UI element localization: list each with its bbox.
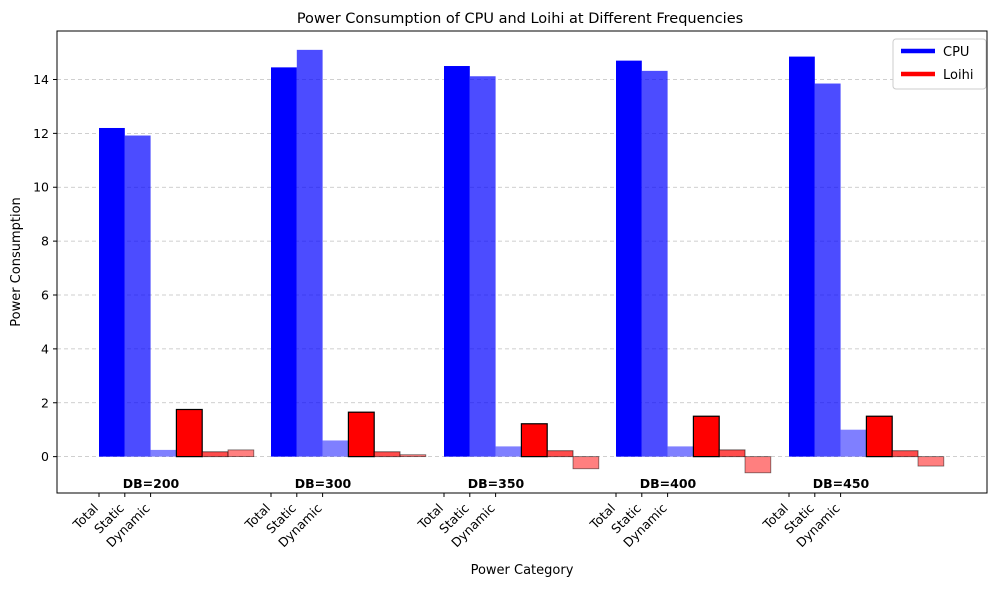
bar-loihi-dynamic — [399, 454, 427, 458]
bar-loihi-total — [520, 423, 548, 458]
grid-layer — [57, 79, 987, 458]
y-tick-label: 12 — [33, 126, 49, 141]
bar-cpu-dynamic — [150, 449, 177, 457]
legend-label-loihi: Loihi — [943, 68, 973, 83]
x-axis-label: Power Category — [471, 563, 574, 578]
bars-layer — [99, 49, 945, 474]
bar-cpu-total — [99, 127, 125, 457]
chart-title: Power Consumption of CPU and Loihi at Di… — [297, 11, 743, 27]
y-axis-label: Power Consumption — [9, 197, 24, 327]
bar-loihi-dynamic — [744, 456, 772, 474]
bar-cpu-total — [271, 67, 297, 457]
bar-cpu-dynamic — [322, 440, 349, 457]
bar-loihi-static — [373, 451, 401, 458]
bar-cpu-dynamic — [495, 446, 522, 457]
bar-cpu-dynamic — [667, 446, 694, 457]
bar-cpu-static — [124, 135, 151, 457]
y-tick-label: 10 — [33, 180, 49, 195]
bar-loihi-static — [891, 450, 919, 458]
bar-loihi-dynamic — [227, 449, 255, 458]
plot-frame — [56, 30, 988, 494]
bar-cpu-static — [296, 49, 323, 457]
y-tick-label: 8 — [41, 234, 49, 249]
y-tick-label: 2 — [41, 395, 49, 410]
bar-cpu-total — [616, 60, 642, 457]
labels-layer: DB=200TotalStaticDynamicDB=300TotalStati… — [69, 476, 869, 550]
bar-cpu-static — [641, 70, 668, 457]
group-label: DB=350 — [468, 476, 525, 491]
legend: CPU Loihi — [892, 38, 987, 90]
bar-cpu-dynamic — [840, 429, 867, 457]
bar-loihi-dynamic — [917, 456, 945, 467]
y-tick-label: 6 — [41, 288, 49, 303]
axes-layer: 0 2 4 6 8 10 12 14 — [33, 30, 988, 497]
bar-loihi-total — [692, 415, 720, 458]
bar-cpu-total — [789, 56, 815, 457]
bar-loihi-total — [865, 415, 893, 458]
bar-cpu-total — [444, 66, 470, 457]
group-label: DB=450 — [813, 476, 870, 491]
y-tick-label: 14 — [33, 72, 49, 87]
bar-loihi-static — [718, 449, 746, 458]
bar-loihi-static — [201, 451, 229, 458]
bar-cpu-static — [814, 83, 841, 457]
bar-loihi-total — [175, 408, 203, 458]
bar-loihi-static — [546, 450, 574, 458]
y-tick-label: 0 — [41, 449, 49, 464]
bar-loihi-dynamic — [572, 456, 600, 470]
group-label: DB=300 — [295, 476, 352, 491]
y-tick-label: 4 — [41, 341, 49, 356]
legend-label-cpu: CPU — [943, 45, 969, 60]
group-label: DB=400 — [640, 476, 697, 491]
bar-cpu-static — [469, 76, 496, 457]
group-label: DB=200 — [123, 476, 180, 491]
bar-loihi-total — [347, 411, 375, 458]
